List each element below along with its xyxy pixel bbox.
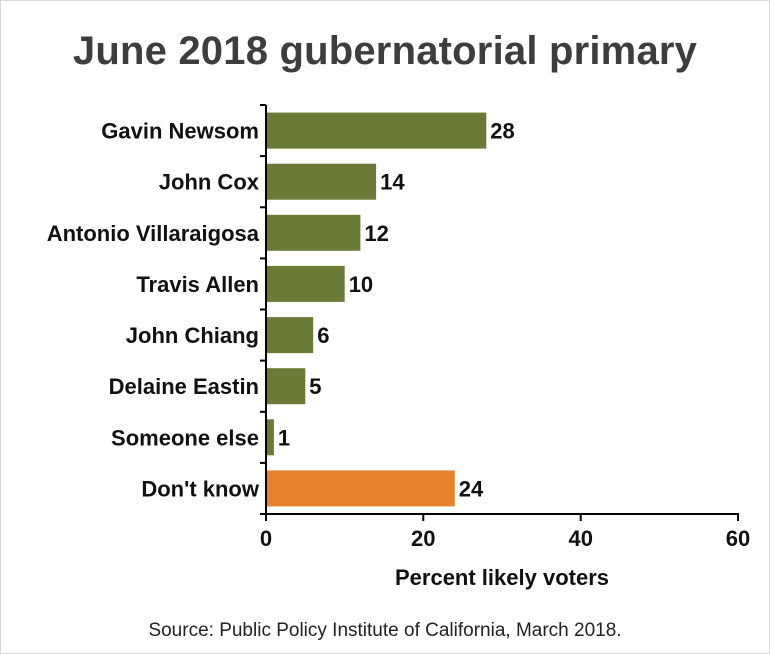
bar-delaine-eastin xyxy=(266,368,306,405)
category-label-travis-allen: Travis Allen xyxy=(136,272,259,297)
bar-gavin-newsom xyxy=(266,112,487,149)
category-label-john-chiang: John Chiang xyxy=(126,323,259,348)
chart-title: June 2018 gubernatorial primary xyxy=(72,29,698,73)
category-label-antonio-villaraigosa: Antonio Villaraigosa xyxy=(47,221,260,246)
x-tick-label-40: 40 xyxy=(568,526,592,551)
category-label-delaine-eastin: Delaine Eastin xyxy=(109,374,259,399)
value-label-gavin-newsom: 28 xyxy=(490,119,514,144)
bar-don-t-know xyxy=(266,470,455,507)
category-label-john-cox: John Cox xyxy=(159,170,260,195)
value-label-travis-allen: 10 xyxy=(349,272,373,297)
value-label-don-t-know: 24 xyxy=(459,476,484,501)
bar-john-cox xyxy=(266,163,377,200)
source-note: Source: Public Policy Institute of Calif… xyxy=(148,620,622,641)
value-label-john-chiang: 6 xyxy=(317,323,329,348)
bar-travis-allen xyxy=(266,265,345,302)
x-axis-title: Percent likely voters xyxy=(395,565,609,590)
category-label-don-t-know: Don't know xyxy=(141,476,260,501)
bar-john-chiang xyxy=(266,317,314,354)
value-label-john-cox: 14 xyxy=(380,170,405,195)
category-label-gavin-newsom: Gavin Newsom xyxy=(101,119,259,144)
value-label-antonio-villaraigosa: 12 xyxy=(364,221,388,246)
x-tick-label-0: 0 xyxy=(260,526,272,551)
category-label-someone-else: Someone else xyxy=(111,425,259,450)
x-tick-label-60: 60 xyxy=(726,526,750,551)
value-label-someone-else: 1 xyxy=(278,425,290,450)
bar-someone-else xyxy=(266,419,274,456)
x-tick-label-20: 20 xyxy=(411,526,435,551)
value-label-delaine-eastin: 5 xyxy=(309,374,321,399)
bar-antonio-villaraigosa xyxy=(266,214,361,251)
